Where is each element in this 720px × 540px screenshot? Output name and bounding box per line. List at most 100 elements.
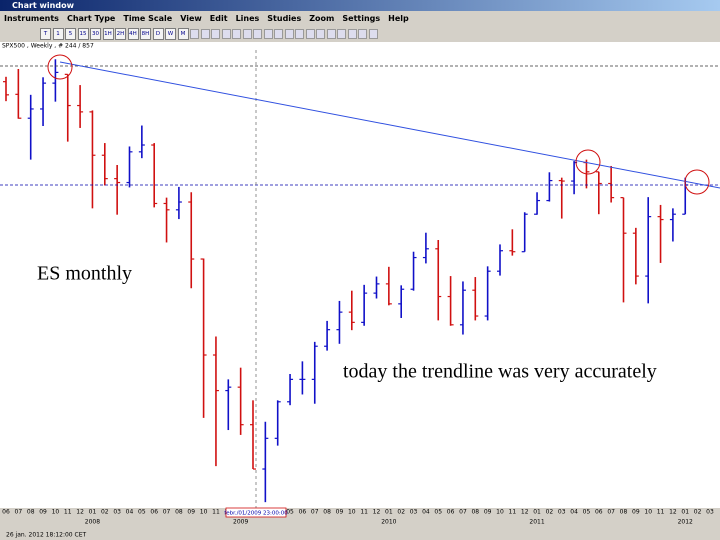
x-tick-label: 06: [299, 509, 307, 516]
year-label: 2009: [233, 519, 248, 526]
x-tick-label: 04: [570, 509, 578, 516]
toolbar-button[interactable]: W: [165, 28, 176, 40]
x-tick-label: 01: [681, 509, 689, 516]
x-tick-label: 12: [669, 509, 677, 516]
toolbar-icon[interactable]: [263, 29, 273, 39]
x-tick-label: 12: [76, 509, 84, 516]
toolbar-icon[interactable]: [358, 29, 367, 39]
toolbar-button[interactable]: 2H: [115, 28, 126, 40]
toolbar-button[interactable]: 5: [65, 28, 76, 40]
toolbar-icon[interactable]: [190, 29, 199, 39]
annotation: today the trendline was very accurately: [343, 361, 657, 383]
toolbar-icon[interactable]: [316, 29, 325, 39]
highlight-circle: [684, 169, 710, 195]
toolbar-button[interactable]: T: [40, 28, 51, 40]
status-text: 26 jan. 2012 18:12:00 CET: [6, 532, 87, 539]
chart: SPX500 , Weekly , # 244 / 857 26 jan. 20…: [0, 42, 720, 540]
x-tick-label: 08: [175, 509, 183, 516]
toolbar-button[interactable]: 1: [52, 28, 64, 40]
x-tick-label: 08: [620, 509, 628, 516]
toolbar-button[interactable]: M: [177, 28, 189, 40]
toolbar-button[interactable]: 4H: [127, 28, 139, 40]
x-tick-label: 07: [311, 509, 319, 516]
x-tick-label: 08: [27, 509, 35, 516]
x-tick-label: 09: [39, 509, 47, 516]
x-tick-label: 03: [410, 509, 418, 516]
x-tick-label: 02: [546, 509, 554, 516]
menu-item[interactable]: Zoom: [309, 14, 335, 23]
x-tick-label: 10: [52, 509, 60, 516]
menu-item[interactable]: View: [180, 14, 202, 23]
toolbar-button[interactable]: 1H: [102, 28, 114, 40]
menu-item[interactable]: Studies: [267, 14, 302, 23]
year-label: 2008: [85, 519, 100, 526]
toolbar-icon[interactable]: [295, 29, 304, 39]
x-tick-label: 11: [509, 509, 517, 516]
annotation: ES monthly: [37, 263, 132, 285]
x-tick-label: 09: [187, 509, 195, 516]
x-tick-label: 12: [373, 509, 381, 516]
x-tick-label: 03: [113, 509, 121, 516]
menu-item[interactable]: Edit: [209, 14, 228, 23]
menu-item[interactable]: Chart Type: [66, 14, 116, 23]
x-tick-label: 07: [459, 509, 467, 516]
x-tick-label: 09: [336, 509, 344, 516]
menu-item[interactable]: Settings: [342, 14, 381, 23]
toolbar-icon[interactable]: [305, 29, 315, 39]
year-label: 2011: [529, 519, 544, 526]
highlight-circle: [47, 54, 73, 80]
x-tick-label: 05: [583, 509, 591, 516]
x-tick-label: 05: [138, 509, 146, 516]
toolbar-button[interactable]: 30: [90, 28, 101, 40]
x-tick-label: 06: [447, 509, 455, 516]
menu-item[interactable]: Instruments: [4, 14, 59, 23]
x-tick-label: 02: [101, 509, 109, 516]
x-tick-label: 01: [385, 509, 393, 516]
toolbar-icon[interactable]: [326, 29, 336, 39]
x-tick-label: 11: [657, 509, 665, 516]
x-tick-label: 11: [212, 509, 220, 516]
x-tick-label: 09: [632, 509, 640, 516]
window-title: Chart window: [0, 0, 720, 11]
toolbar-button[interactable]: 8H: [140, 28, 151, 40]
x-tick-label: 03: [558, 509, 566, 516]
toolbar-icon[interactable]: [274, 29, 283, 39]
x-tick-label: 05: [434, 509, 442, 516]
toolbar-icon[interactable]: [211, 29, 220, 39]
x-tick-label: 01: [533, 509, 541, 516]
x-tick-label: 10: [644, 509, 652, 516]
menu-item[interactable]: Time Scale: [123, 14, 173, 23]
toolbar-icon[interactable]: [337, 29, 346, 39]
x-tick-label: 09: [484, 509, 492, 516]
toolbar-icon[interactable]: [221, 29, 231, 39]
cursor-label: febr./01/2009 23:00:00: [224, 511, 288, 517]
menu-item[interactable]: Lines: [235, 14, 260, 23]
x-tick-label: 06: [150, 509, 158, 516]
toolbar-icon[interactable]: [232, 29, 241, 39]
x-tick-label: 12: [521, 509, 529, 516]
toolbar-button[interactable]: 15: [77, 28, 89, 40]
x-tick-label: 11: [360, 509, 368, 516]
x-tick-label: 07: [163, 509, 171, 516]
toolbar-icon[interactable]: [347, 29, 357, 39]
year-label: 2010: [381, 519, 396, 526]
toolbar-icon[interactable]: [200, 29, 210, 39]
x-tick-label: 08: [323, 509, 331, 516]
chart-header: SPX500 , Weekly , # 244 / 857: [2, 43, 94, 50]
x-tick-label: 10: [348, 509, 356, 516]
toolbar-icon[interactable]: [253, 29, 262, 39]
x-tick-label: 02: [694, 509, 702, 516]
toolbar-icon[interactable]: [368, 29, 378, 39]
year-label: 2012: [678, 519, 693, 526]
toolbar: T 1 5 15 30 1H 2H 4H 8H D W M: [0, 26, 720, 42]
toolbar-button[interactable]: D: [152, 28, 164, 40]
toolbar-icon[interactable]: [284, 29, 294, 39]
menu-item[interactable]: Help: [388, 14, 409, 23]
cursor-label-box: [225, 507, 287, 518]
x-tick-label: 05: [286, 509, 294, 516]
toolbar-icon[interactable]: [242, 29, 252, 39]
x-tick-label: 04: [126, 509, 134, 516]
x-tick-label: 06: [595, 509, 603, 516]
status-bar: [0, 530, 720, 540]
